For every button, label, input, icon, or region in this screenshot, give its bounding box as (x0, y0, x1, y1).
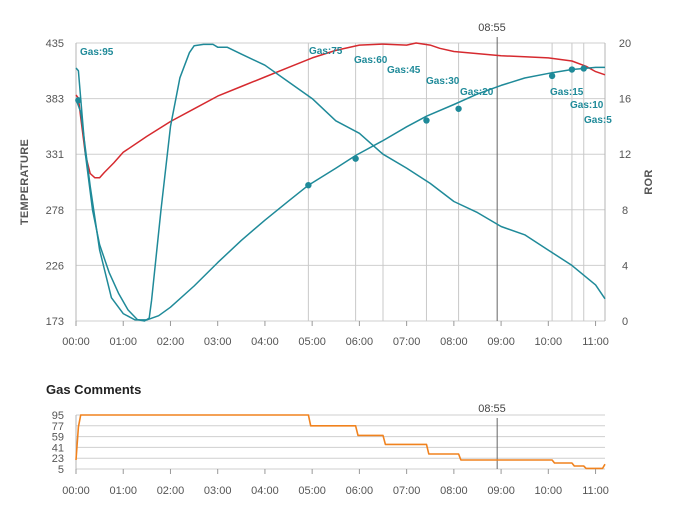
bean-temperature-line (75, 66, 605, 321)
y-axis-temperature-ticks: 173 226 278 331 383 435 (46, 38, 64, 328)
main-series (75, 42, 606, 322)
gas-x-tick-label: 07:00 (393, 485, 421, 497)
gas-annotation: Gas:10 (570, 100, 604, 111)
event-marker (580, 65, 587, 72)
y-axis-ror-label: ROR (643, 169, 655, 194)
event-marker (455, 105, 462, 112)
x-tick-label: 02:00 (157, 336, 185, 348)
gas-annotation: Gas:45 (387, 65, 421, 76)
gas-y-tick-label: 95 (52, 410, 64, 422)
gas-x-tick-label: 10:00 (535, 485, 563, 497)
gas-y-tick-label: 77 (52, 421, 64, 433)
gas-x-tick-label: 03:00 (204, 485, 232, 497)
gas-annotation: Gas:75 (309, 46, 343, 57)
gas-series (75, 414, 606, 470)
x-tick-label: 03:00 (204, 336, 232, 348)
main-grid (75, 42, 606, 322)
gas-line (75, 414, 606, 470)
y-tick-label: 435 (46, 38, 64, 50)
gas-y-tick-label: 41 (52, 442, 64, 454)
gas-x-tick-label: 06:00 (346, 485, 374, 497)
gas-annotation: Gas:15 (550, 87, 584, 98)
y-tick-label: 331 (46, 149, 64, 161)
gas-x-tick-label: 04:00 (251, 485, 279, 497)
gas-cursor-time-label: 08:55 (478, 403, 506, 415)
temperature-line (75, 42, 606, 179)
gas-x-ticks: 00:00 01:00 02:00 03:00 04:00 05:00 06:00 07:00… (62, 469, 609, 497)
gas-annotation: Gas:5 (584, 115, 612, 126)
y-tick-label: 173 (46, 316, 64, 328)
y2-tick-label: 16 (619, 94, 631, 106)
x-tick-label: 07:00 (393, 336, 421, 348)
y2-tick-label: 20 (619, 38, 631, 50)
gas-y-tick-label: 5 (58, 464, 64, 476)
gas-y-tick-label: 23 (52, 453, 64, 465)
y2-tick-label: 12 (619, 149, 631, 161)
event-vlines (307, 37, 585, 321)
gas-x-tick-label: 01:00 (109, 485, 137, 497)
gas-x-tick-label: 08:00 (440, 485, 468, 497)
x-tick-label: 05:00 (298, 336, 326, 348)
x-tick-label: 06:00 (346, 336, 374, 348)
y2-tick-label: 8 (622, 205, 628, 217)
gas-comments-title: Gas Comments (46, 382, 141, 397)
gas-x-tick-label: 00:00 (62, 485, 90, 497)
y2-tick-label: 0 (622, 316, 628, 328)
gas-annotation: Gas:30 (426, 76, 460, 87)
event-marker (423, 117, 430, 124)
x-tick-label: 11:00 (582, 336, 609, 348)
y-tick-label: 383 (46, 94, 64, 106)
gas-x-tick-label: 11:00 (582, 485, 609, 497)
gas-grid (75, 414, 605, 470)
y-tick-label: 278 (46, 205, 64, 217)
x-tick-label: 01:00 (109, 336, 137, 348)
gas-x-tick-label: 02:00 (157, 485, 185, 497)
event-markers (75, 65, 587, 189)
x-tick-label: 04:00 (251, 336, 279, 348)
gas-annotation: Gas:60 (354, 55, 388, 66)
y2-tick-label: 4 (622, 260, 628, 272)
gas-y-tick-label: 59 (52, 432, 64, 444)
gas-x-tick-label: 05:00 (298, 485, 326, 497)
event-marker (352, 155, 359, 162)
gas-x-tick-label: 09:00 (487, 485, 515, 497)
y-tick-label: 226 (46, 260, 64, 272)
x-tick-label: 09:00 (487, 336, 515, 348)
event-marker (75, 97, 82, 104)
cursor-time-label: 08:55 (478, 22, 506, 34)
gas-annotation: Gas:20 (460, 87, 494, 98)
ror-line (75, 43, 606, 322)
y-axis-ror-ticks: 0 4 8 12 16 20 (619, 38, 631, 328)
event-marker (568, 66, 576, 73)
x-axis-time-ticks: 00:00 01:00 02:00 03:00 04:00 05:00 06:00 07:00… (62, 321, 609, 348)
event-marker (305, 181, 312, 189)
gas-annotation: Gas:95 (80, 47, 114, 58)
y-axis-temperature-label: TEMPERATURE (19, 139, 31, 225)
x-tick-label: 10:00 (535, 336, 563, 348)
event-marker (548, 72, 556, 80)
x-tick-label: 00:00 (62, 336, 90, 348)
x-tick-label: 08:00 (440, 336, 468, 348)
